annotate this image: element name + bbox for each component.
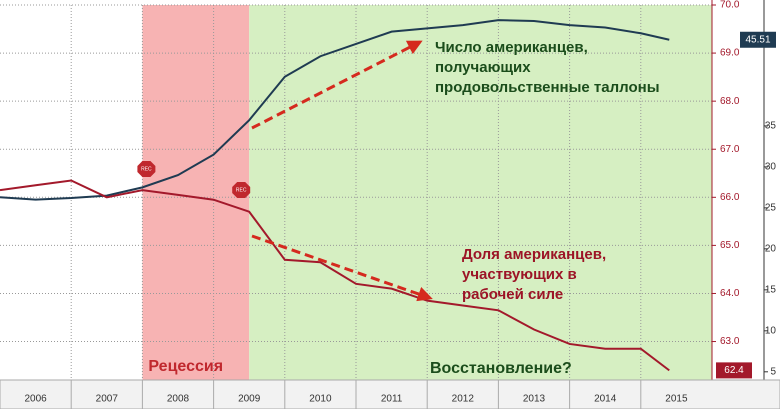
value-box [716,362,752,379]
y2-tick-label: 35 [765,121,777,132]
y-tick-label: 66.0 [720,192,740,203]
x-tick-label: 2010 [309,394,332,405]
annotation: Доля американцев, [462,246,606,263]
x-tick-label: 2007 [96,394,119,405]
y-tick-label: 64.0 [720,288,740,299]
y-tick-label: 65.0 [720,240,740,251]
y2-tick-label: 15 [765,284,777,295]
region-label: Рецессия [148,358,223,375]
x-tick-label: 2009 [238,394,261,405]
y-tick-label: 67.0 [720,144,740,155]
rec-label: REC [236,187,247,193]
value-label: 62.4 [724,365,744,376]
annotation: получающих [435,59,531,76]
annotation: рабочей силе [462,286,563,303]
x-tick-label: 2012 [452,394,475,405]
series-line [0,19,670,201]
x-tick-label: 2013 [523,394,546,405]
value-label: 45.51 [745,34,770,45]
rec-marker [232,182,251,198]
x-tick-label: 2011 [381,394,403,405]
region-label: Восстановление? [430,360,572,377]
annotation: Число американцев, [435,39,588,56]
arrow [251,234,433,302]
y2-tick-label: 20 [765,243,777,254]
x-tick-label: 2015 [665,394,688,405]
rec-label: REC [141,166,152,172]
y-tick-label: 63.0 [720,336,740,347]
arrow [251,40,423,130]
y2-tick-label: 25 [765,203,777,214]
y-tick-label: 69.0 [720,48,740,59]
annotation: участвующих в [462,266,577,283]
y-tick-label: 68.0 [720,96,740,107]
region [249,5,712,380]
y2-tick-label: 5 [770,366,776,377]
y2-tick-label: 30 [765,162,777,173]
x-tick-label: 2008 [167,394,190,405]
value-box [740,31,776,48]
y-tick-label: 70.0 [720,0,740,11]
annotation: продовольственные таллоны [435,79,660,96]
series-line [0,179,670,372]
x-tick-label: 2006 [24,394,47,405]
y2-tick-label: 10 [765,325,777,336]
rec-marker [137,161,156,177]
x-tick-label: 2014 [594,394,617,405]
